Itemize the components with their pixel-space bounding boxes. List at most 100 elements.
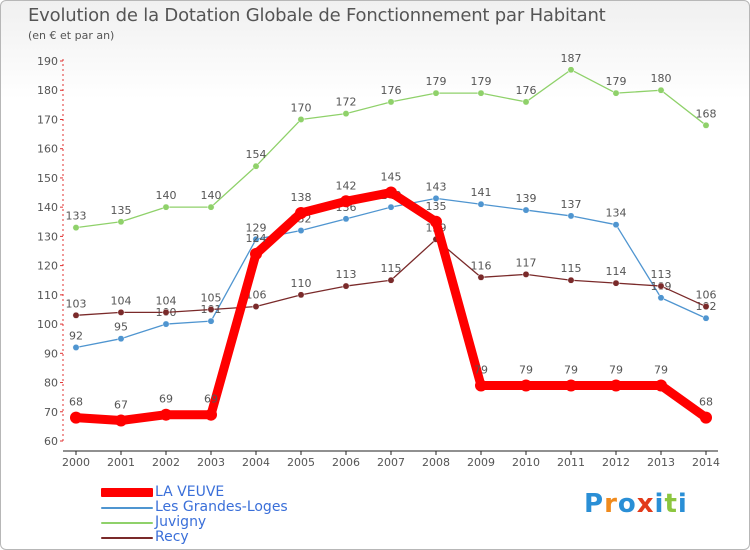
data-label-juvigny: 133 [66, 210, 87, 223]
data-point-juvigny [432, 89, 440, 97]
data-label-juvigny: 170 [291, 101, 312, 114]
chart-subtitle: (en € et par an) [28, 29, 115, 42]
data-point-recy [162, 308, 170, 316]
data-label-recy: 110 [291, 277, 312, 290]
data-label-recy: 117 [516, 256, 537, 269]
data-point-les-grandes-loges [252, 235, 260, 243]
data-label-recy: 106 [246, 289, 267, 302]
logo-letter: i [677, 489, 688, 519]
data-point-la-veuve [700, 411, 712, 424]
legend-label: Juvigny [155, 514, 207, 530]
data-label-les-grandes-loges: 129 [246, 221, 267, 234]
data-point-juvigny [162, 203, 170, 211]
y-tick-label: 100 [37, 318, 58, 331]
y-tick-label: 180 [37, 84, 58, 97]
x-tick-label: 2003 [197, 456, 225, 469]
data-label-recy: 113 [336, 268, 357, 281]
data-point-juvigny [72, 224, 80, 232]
logo-letter: r [604, 489, 618, 519]
data-label-juvigny: 179 [606, 75, 627, 88]
logo-letter: P [584, 489, 605, 519]
data-label-juvigny: 140 [201, 189, 222, 202]
data-label-la-veuve: 142 [336, 179, 357, 192]
x-tick-label: 2000 [62, 456, 90, 469]
data-point-la-veuve [655, 379, 667, 392]
data-point-recy [207, 306, 215, 313]
data-point-les-grandes-loges [117, 335, 125, 343]
y-tick-label: 160 [37, 143, 58, 156]
data-point-recy [342, 282, 350, 290]
data-point-la-veuve [565, 379, 577, 392]
data-label-la-veuve: 135 [426, 200, 447, 213]
data-label-la-veuve: 68 [699, 396, 713, 409]
y-tick-label: 90 [44, 347, 58, 360]
legend-label: Les Grandes-Loges [155, 499, 288, 515]
x-tick-label: 2004 [242, 456, 270, 469]
data-point-les-grandes-loges [702, 314, 710, 322]
data-label-juvigny: 179 [471, 75, 492, 88]
data-point-les-grandes-loges [162, 320, 170, 328]
data-label-la-veuve: 145 [381, 171, 402, 184]
data-point-les-grandes-loges [207, 317, 215, 325]
data-label-la-veuve: 67 [114, 399, 128, 412]
data-label-les-grandes-loges: 95 [114, 321, 128, 334]
data-label-recy: 113 [651, 268, 672, 281]
data-point-la-veuve [340, 195, 352, 208]
x-tick-label: 2010 [512, 456, 540, 469]
legend-swatch [101, 537, 153, 539]
data-point-recy [567, 276, 575, 284]
data-label-juvigny: 176 [516, 84, 537, 97]
data-point-recy [72, 311, 80, 319]
legend-item: Recy [101, 529, 401, 546]
data-label-recy: 106 [696, 289, 717, 302]
logo-letter: i [654, 489, 665, 519]
data-label-les-grandes-loges: 139 [516, 192, 537, 205]
data-point-la-veuve [430, 215, 442, 228]
data-label-la-veuve: 79 [609, 363, 623, 376]
legend-swatch [101, 507, 153, 509]
x-tick-label: 2009 [467, 456, 495, 469]
data-point-la-veuve [250, 247, 262, 260]
legend-label: LA VEUVE [155, 484, 225, 500]
y-tick-label: 150 [37, 172, 58, 185]
data-point-la-veuve [475, 379, 487, 392]
data-point-la-veuve [70, 411, 82, 424]
x-tick-label: 2001 [107, 456, 135, 469]
y-tick-label: 60 [44, 435, 58, 448]
x-tick-label: 2008 [422, 456, 450, 469]
data-label-juvigny: 172 [336, 96, 357, 109]
data-label-juvigny: 140 [156, 189, 177, 202]
data-point-juvigny [252, 162, 260, 170]
legend-label: Recy [155, 529, 189, 545]
data-point-la-veuve [115, 414, 127, 427]
data-point-les-grandes-loges [477, 200, 485, 208]
data-point-juvigny [387, 98, 395, 106]
data-label-la-veuve: 69 [159, 393, 173, 406]
data-point-la-veuve [385, 186, 397, 199]
x-tick-label: 2011 [557, 456, 585, 469]
data-point-recy [297, 291, 305, 299]
data-label-juvigny: 135 [111, 204, 132, 217]
y-tick-label: 190 [37, 55, 58, 68]
data-point-la-veuve [520, 379, 532, 392]
data-label-la-veuve: 69 [204, 393, 218, 406]
data-point-recy [477, 273, 485, 281]
chart-title: Evolution de la Dotation Globale de Fonc… [28, 5, 606, 26]
data-label-recy: 104 [156, 294, 177, 307]
data-point-juvigny [657, 86, 665, 94]
data-point-recy [522, 270, 530, 278]
data-point-juvigny [567, 66, 575, 74]
data-point-la-veuve [610, 379, 622, 392]
data-point-juvigny [522, 98, 530, 106]
legend-item: Juvigny [101, 514, 401, 531]
proxiti-logo: Proxiti [584, 489, 688, 519]
x-tick-label: 2005 [287, 456, 315, 469]
data-label-juvigny: 179 [426, 75, 447, 88]
x-tick-label: 2014 [692, 456, 720, 469]
data-point-juvigny [207, 203, 215, 211]
logo-letter: x [636, 489, 655, 519]
data-label-recy: 103 [66, 297, 87, 310]
data-label-recy: 114 [606, 265, 627, 278]
data-point-juvigny [297, 116, 305, 123]
y-tick-label: 70 [44, 406, 58, 419]
